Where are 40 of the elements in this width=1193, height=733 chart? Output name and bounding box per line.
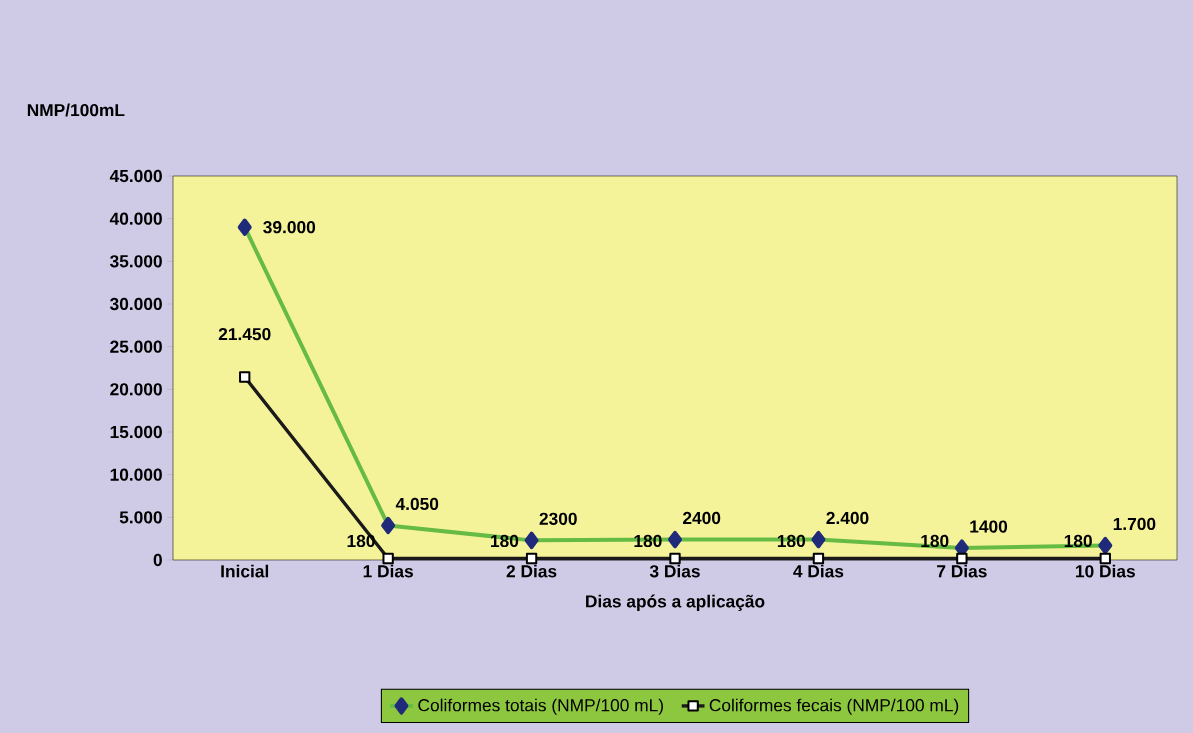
data-label: 1400	[970, 520, 1008, 533]
data-label: 39.000	[263, 221, 316, 234]
point	[956, 552, 968, 565]
point	[525, 552, 538, 565]
y-tick-label: 40.000	[109, 212, 162, 225]
y-tick-label: 35.000	[109, 255, 162, 268]
data-label: 180	[921, 534, 949, 548]
point	[239, 371, 251, 383]
y-tick-label: 20.000	[110, 383, 162, 396]
x-tick-label: 3 Dias	[649, 564, 700, 578]
data-label: 180	[347, 534, 375, 548]
data-label: 2300	[539, 512, 577, 525]
x-axis-title: Dias após a aplicação	[586, 594, 765, 611]
data-label: 180	[634, 534, 662, 548]
y-tick-label: 0	[153, 553, 162, 567]
data-label: 180	[777, 534, 806, 548]
y-tick-label: 30.000	[109, 297, 162, 311]
point	[1099, 552, 1111, 565]
text: NMP/100mL	[27, 103, 125, 117]
x-tick-label: 10 Dias	[1076, 564, 1135, 578]
data-label: 21.450	[218, 327, 271, 341]
point	[669, 552, 681, 565]
y-tick-label: 45.000	[109, 169, 162, 183]
y-tick-label: 10.000	[110, 468, 162, 481]
data-label: 1.700	[1113, 517, 1156, 531]
x-tick-label: Inicial	[221, 564, 269, 578]
data-label: 2.400	[826, 511, 869, 525]
point	[382, 552, 394, 565]
x-tick-label: 4 Dias	[793, 564, 844, 578]
data-label: 2400	[682, 511, 721, 525]
x-tick-label: 1 Dias	[363, 564, 413, 578]
y-tick-label: 25.000	[110, 340, 162, 353]
legend-label: Coliformes totais (NMP/100 mL)	[418, 698, 663, 715]
x-tick-label: 7 Dias	[937, 564, 987, 578]
x-tick-label: 2 Dias	[506, 564, 557, 578]
legend-label: Coliformes fecais (NMP/100 mL)	[709, 698, 959, 715]
y-tick-label: 5.000	[119, 511, 162, 524]
y-tick-label: 15.000	[110, 425, 162, 439]
point	[812, 552, 825, 565]
data-label: 4.050	[395, 497, 439, 511]
